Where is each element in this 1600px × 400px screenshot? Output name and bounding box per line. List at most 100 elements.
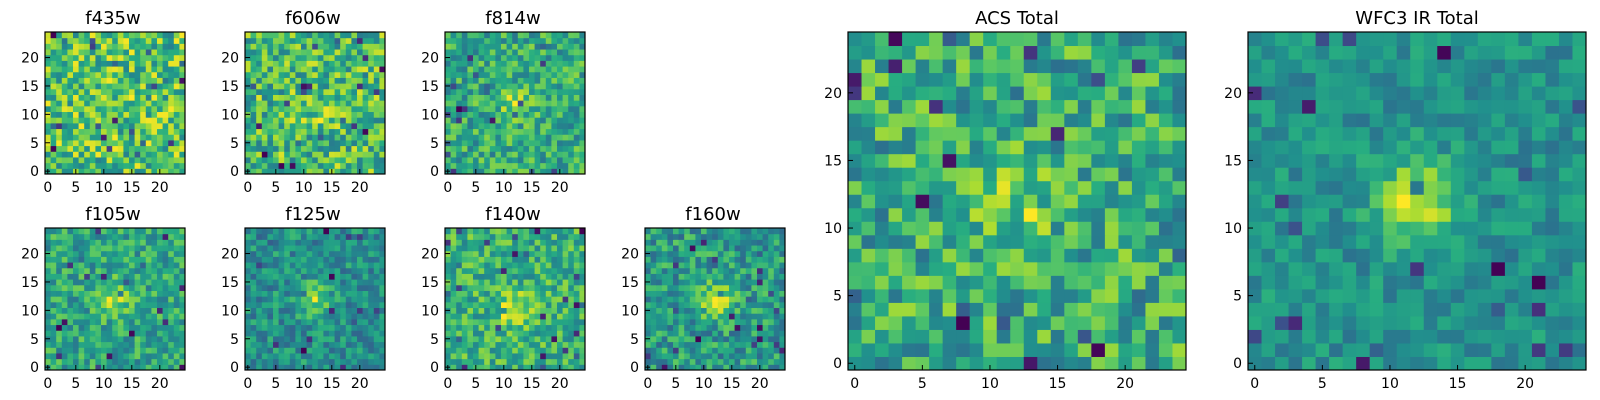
heatmap-cell bbox=[157, 122, 164, 130]
heatmap-cell bbox=[123, 284, 130, 291]
heatmap-cell bbox=[67, 162, 74, 169]
heatmap-cell bbox=[306, 352, 313, 360]
heatmap-cell bbox=[729, 313, 736, 320]
heatmap-cell bbox=[540, 262, 547, 269]
heatmap-cell bbox=[112, 284, 119, 291]
heatmap-cell bbox=[568, 262, 575, 269]
heatmap-cell bbox=[73, 122, 80, 130]
heatmap-cell bbox=[140, 324, 147, 331]
heatmap-cell bbox=[306, 145, 313, 152]
heatmap-cell bbox=[1023, 167, 1038, 182]
heatmap-cell bbox=[334, 94, 341, 101]
heatmap-cell bbox=[117, 145, 124, 152]
heatmap-cell bbox=[357, 77, 364, 84]
heatmap-cell bbox=[473, 66, 480, 73]
heatmap-cell bbox=[112, 151, 119, 158]
heatmap-cell bbox=[329, 83, 336, 90]
heatmap-cell bbox=[467, 324, 474, 331]
heatmap-cell bbox=[323, 162, 330, 169]
heatmap-cell bbox=[673, 296, 680, 303]
heatmap-cell bbox=[140, 151, 147, 158]
heatmap-cell bbox=[701, 273, 708, 280]
heatmap-cell bbox=[289, 43, 296, 50]
heatmap-cell bbox=[245, 239, 252, 246]
heatmap-cell bbox=[529, 151, 536, 158]
heatmap-cell bbox=[956, 234, 971, 249]
heatmap-cell bbox=[368, 60, 375, 67]
heatmap-cell bbox=[1064, 248, 1079, 263]
heatmap-cell bbox=[329, 279, 336, 286]
heatmap-cell bbox=[557, 347, 564, 354]
heatmap-cell bbox=[145, 156, 152, 164]
heatmap-cell bbox=[875, 207, 890, 222]
heatmap-cell bbox=[340, 250, 347, 257]
heatmap-cell bbox=[295, 284, 302, 291]
heatmap-cell bbox=[267, 318, 274, 326]
heatmap-cell bbox=[956, 113, 971, 128]
heatmap-cell bbox=[1104, 275, 1119, 290]
heatmap-cell bbox=[678, 239, 685, 246]
heatmap-cell bbox=[56, 128, 63, 135]
heatmap-cell bbox=[506, 111, 513, 118]
heatmap-cell bbox=[689, 318, 696, 326]
heatmap-cell bbox=[334, 145, 341, 152]
heatmap-cell bbox=[334, 262, 341, 269]
heatmap-cell bbox=[461, 347, 468, 354]
heatmap-cell bbox=[306, 267, 313, 274]
heatmap-cell bbox=[106, 111, 113, 118]
heatmap-cell bbox=[573, 284, 580, 291]
heatmap-cell bbox=[729, 239, 736, 246]
heatmap-cell bbox=[848, 302, 863, 317]
heatmap-cell bbox=[1037, 167, 1052, 182]
heatmap-cell bbox=[162, 83, 169, 90]
heatmap-cell bbox=[495, 324, 502, 331]
heatmap-cell bbox=[357, 37, 364, 44]
heatmap-cell bbox=[523, 239, 530, 246]
heatmap-cell bbox=[340, 239, 347, 246]
heatmap-cell bbox=[551, 77, 558, 84]
heatmap-cell bbox=[757, 233, 764, 240]
heatmap-cell bbox=[56, 168, 63, 175]
heatmap-cell bbox=[701, 284, 708, 291]
heatmap-cell bbox=[751, 262, 758, 269]
heatmap-cell bbox=[157, 330, 164, 337]
heatmap-cell bbox=[902, 140, 917, 155]
heatmap-cell bbox=[573, 117, 580, 124]
heatmap-cell bbox=[284, 364, 291, 371]
heatmap-cell bbox=[506, 347, 513, 354]
heatmap-cell bbox=[983, 194, 998, 209]
heatmap-cell bbox=[61, 151, 68, 158]
heatmap-cell bbox=[273, 83, 280, 90]
heatmap-cell bbox=[540, 279, 547, 286]
heatmap-cell bbox=[529, 94, 536, 101]
heatmap-cell bbox=[379, 43, 386, 50]
heatmap-cell bbox=[284, 117, 291, 124]
heatmap-cell bbox=[112, 352, 119, 360]
heatmap-cell bbox=[512, 284, 519, 291]
heatmap-cell bbox=[323, 239, 330, 246]
heatmap-cell bbox=[95, 134, 102, 141]
heatmap-cell bbox=[534, 341, 541, 348]
heatmap-cell bbox=[351, 313, 358, 320]
heatmap-cell bbox=[301, 162, 308, 169]
heatmap-cell bbox=[95, 37, 102, 44]
heatmap-cell bbox=[273, 239, 280, 246]
heatmap-cell bbox=[368, 335, 375, 343]
heatmap-cell bbox=[95, 358, 102, 365]
heatmap-cell bbox=[261, 71, 268, 78]
heatmap-cell bbox=[523, 94, 530, 101]
heatmap-cell bbox=[573, 49, 580, 56]
heatmap-cell bbox=[678, 250, 685, 257]
heatmap-cell bbox=[557, 88, 564, 95]
heatmap-cell bbox=[717, 245, 724, 252]
heatmap-cell bbox=[101, 296, 108, 303]
heatmap-cell bbox=[357, 151, 364, 158]
heatmap-cell bbox=[861, 126, 876, 141]
heatmap-cell bbox=[684, 250, 691, 257]
heatmap-cell bbox=[73, 250, 80, 257]
heatmap-cell bbox=[317, 94, 324, 101]
heatmap-cell bbox=[256, 324, 263, 331]
heatmap-cell bbox=[523, 128, 530, 135]
heatmap-cell bbox=[84, 250, 91, 257]
heatmap-cell bbox=[145, 239, 152, 246]
